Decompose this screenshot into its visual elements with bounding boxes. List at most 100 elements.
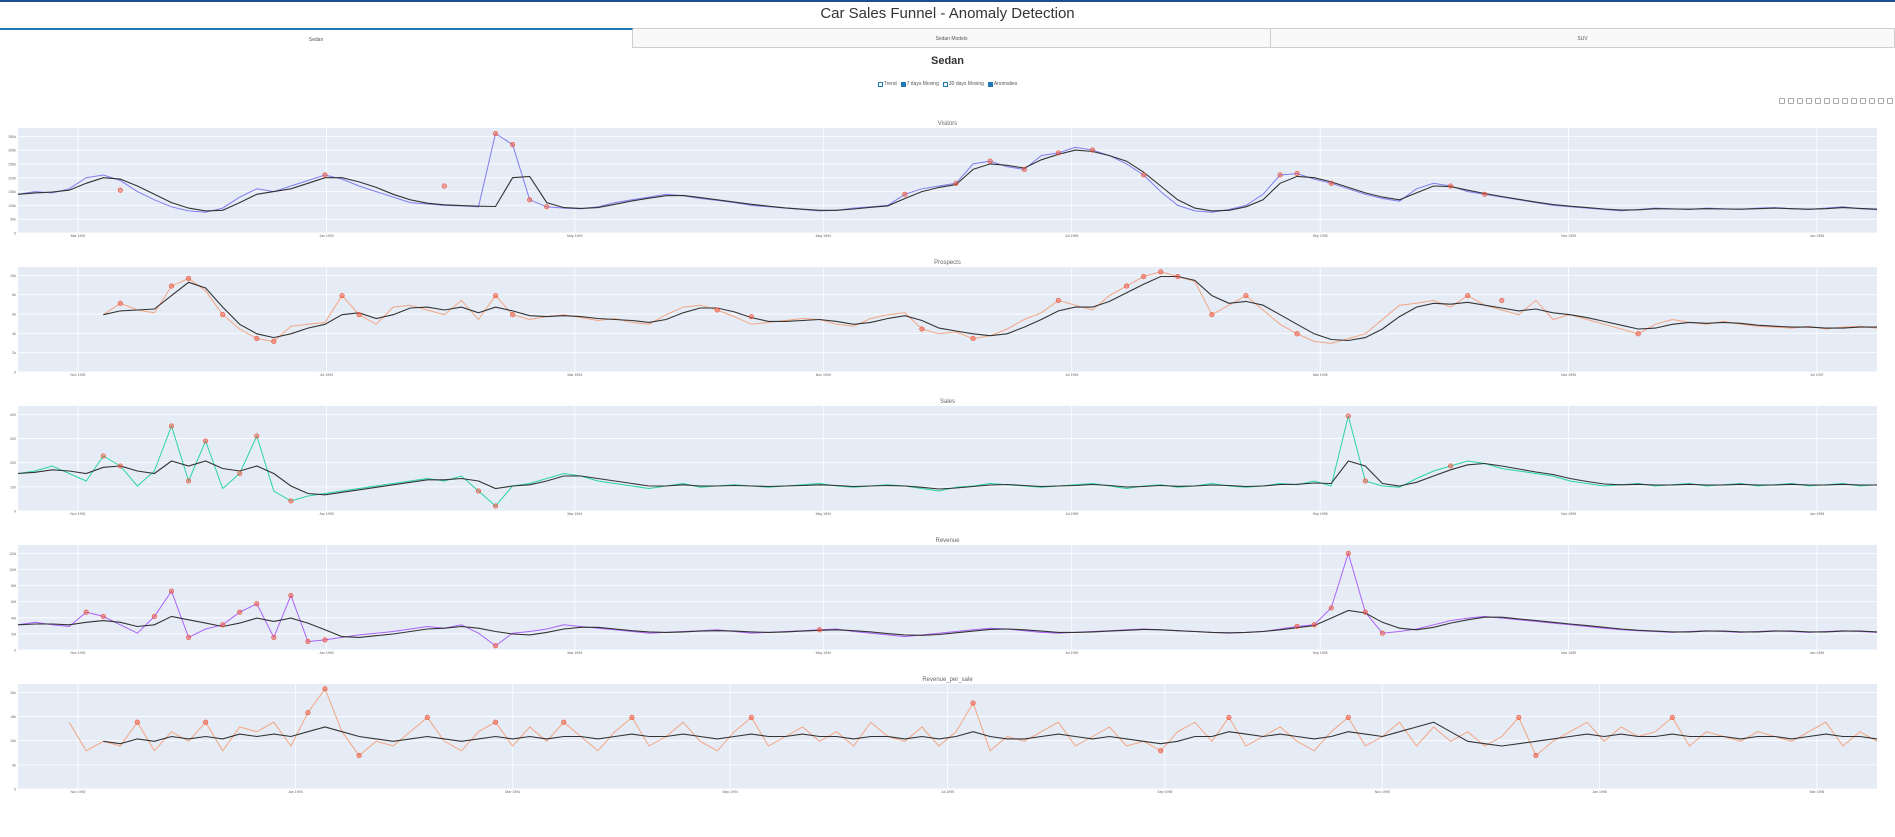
anomaly-point-prospects[interactable]	[1243, 293, 1249, 299]
anomaly-point-prospects[interactable]	[919, 326, 925, 332]
anomaly-point-visitors[interactable]	[1021, 166, 1027, 172]
anomaly-point-visitors[interactable]	[527, 197, 533, 203]
anomaly-point-revenue[interactable]	[237, 609, 243, 615]
anomaly-point-revenue-per-sale[interactable]	[1345, 714, 1351, 720]
anomaly-point-visitors[interactable]	[1448, 183, 1454, 189]
anomaly-point-revenue[interactable]	[492, 643, 499, 649]
anomaly-point-revenue-per-sale[interactable]	[561, 719, 567, 725]
plot-area-sales[interactable]	[18, 406, 1877, 511]
anomaly-point-prospects[interactable]	[1158, 269, 1164, 275]
autoscale-icon[interactable]	[1842, 98, 1848, 104]
anomaly-point-prospects[interactable]	[356, 312, 362, 318]
plotly-logo-icon[interactable]	[1887, 98, 1893, 104]
anomaly-point-prospects[interactable]	[714, 307, 720, 313]
series-line-revenue[interactable]	[17, 551, 1878, 647]
anomaly-point-revenue-per-sale[interactable]	[970, 700, 976, 706]
anomaly-point-sales[interactable]	[168, 423, 175, 429]
anomaly-point-prospects[interactable]	[1499, 297, 1505, 303]
anomaly-point-revenue-per-sale[interactable]	[424, 714, 430, 720]
anomaly-point-sales[interactable]	[186, 478, 192, 484]
anomaly-point-visitors[interactable]	[902, 191, 908, 197]
anomaly-point-revenue[interactable]	[305, 639, 311, 645]
box-select-icon[interactable]	[1806, 98, 1812, 104]
anomaly-point-revenue[interactable]	[817, 627, 823, 633]
anomaly-point-visitors[interactable]	[510, 142, 516, 148]
anomaly-point-revenue[interactable]	[1362, 609, 1368, 615]
anomaly-point-revenue[interactable]	[1345, 550, 1351, 556]
anomaly-point-revenue[interactable]	[1379, 630, 1385, 636]
anomaly-point-prospects[interactable]	[186, 275, 192, 282]
trend-checkbox[interactable]	[877, 81, 883, 87]
anomaly-point-revenue[interactable]	[83, 609, 89, 615]
anomaly-point-sales[interactable]	[475, 488, 482, 494]
anomaly-point-visitors[interactable]	[441, 183, 447, 189]
plot-area-prospects[interactable]	[18, 267, 1877, 372]
anomaly-point-revenue[interactable]	[100, 613, 106, 619]
anomaly-point-revenue-per-sale[interactable]	[322, 686, 328, 692]
anomaly-point-revenue-per-sale[interactable]	[305, 710, 311, 716]
anomaly-point-revenue-per-sale[interactable]	[1516, 714, 1522, 720]
anomaly-point-prospects[interactable]	[970, 336, 976, 342]
anomaly-point-prospects[interactable]	[1635, 331, 1641, 337]
anomaly-point-revenue[interactable]	[151, 613, 157, 619]
anomaly-point-revenue-per-sale[interactable]	[1226, 714, 1232, 720]
legend-item-30-days-moving[interactable]: 30 days Moving	[942, 81, 984, 87]
moving-average-line-revenue[interactable]	[17, 609, 1878, 638]
anomaly-point-visitors[interactable]	[1277, 172, 1283, 178]
anomaly-point-prospects[interactable]	[492, 293, 499, 299]
anomaly-point-revenue[interactable]	[1294, 623, 1300, 630]
anomaly-point-sales[interactable]	[117, 463, 123, 469]
hover-compare-icon[interactable]	[1878, 98, 1884, 104]
tab-suv[interactable]: SUV	[1271, 28, 1895, 48]
anomaly-point-revenue[interactable]	[168, 588, 175, 594]
anomaly-point-prospects[interactable]	[168, 283, 175, 289]
anomaly-point-revenue[interactable]	[288, 592, 294, 598]
anomaly-point-visitors[interactable]	[1328, 180, 1334, 186]
anomaly-point-prospects[interactable]	[1055, 297, 1061, 303]
anomaly-point-revenue[interactable]	[1311, 622, 1317, 628]
anomaly-point-revenue-per-sale[interactable]	[1669, 714, 1675, 720]
anomaly-point-sales[interactable]	[288, 498, 294, 504]
pan-icon[interactable]	[1797, 98, 1803, 104]
anomaly-point-revenue-per-sale[interactable]	[1158, 748, 1164, 754]
anomaly-point-prospects[interactable]	[1209, 312, 1215, 318]
anomaly-point-prospects[interactable]	[1141, 273, 1147, 280]
legend-item-anomalies[interactable]: Anomalies	[987, 81, 1017, 87]
hover-closest-icon[interactable]	[1869, 98, 1875, 104]
anomaly-point-sales[interactable]	[203, 438, 209, 444]
anomaly-point-visitors[interactable]	[1141, 172, 1147, 178]
anomaly-point-visitors[interactable]	[1482, 191, 1488, 197]
lasso-icon[interactable]	[1815, 98, 1821, 104]
anomaly-point-revenue[interactable]	[271, 634, 277, 640]
anomalies-checkbox[interactable]	[987, 81, 993, 87]
spike-lines-icon[interactable]	[1860, 98, 1866, 104]
moving-average-line-visitors[interactable]	[17, 149, 1878, 212]
anomaly-point-visitors[interactable]	[1089, 147, 1096, 153]
tab-sedan[interactable]: Sedan	[0, 28, 633, 48]
anomaly-point-sales[interactable]	[100, 453, 106, 459]
anomaly-point-prospects[interactable]	[117, 300, 123, 306]
30-days-moving-checkbox[interactable]	[942, 81, 948, 87]
anomaly-point-revenue-per-sale[interactable]	[629, 714, 635, 720]
anomaly-point-visitors[interactable]	[987, 158, 993, 164]
7-days-moving-checkbox[interactable]	[900, 81, 906, 87]
anomaly-point-prospects[interactable]	[271, 338, 277, 345]
reset-axes-icon[interactable]	[1851, 98, 1857, 104]
anomaly-point-visitors[interactable]	[544, 204, 550, 210]
zoom-out-icon[interactable]	[1833, 98, 1839, 104]
anomaly-point-revenue[interactable]	[322, 637, 328, 643]
series-line-visitors[interactable]	[17, 132, 1878, 213]
anomaly-point-prospects[interactable]	[1124, 283, 1130, 289]
anomaly-point-prospects[interactable]	[1175, 273, 1181, 280]
moving-average-line-prospects[interactable]	[103, 275, 1877, 342]
anomaly-point-sales[interactable]	[1345, 413, 1351, 419]
series-line-revenue-per-sale[interactable]	[68, 687, 1878, 757]
anomaly-point-prospects[interactable]	[220, 312, 226, 318]
anomaly-point-sales[interactable]	[1362, 478, 1368, 484]
anomaly-point-sales[interactable]	[1448, 463, 1454, 469]
anomaly-point-visitors[interactable]	[1055, 150, 1061, 156]
anomaly-point-prospects[interactable]	[510, 312, 516, 318]
camera-icon[interactable]	[1779, 98, 1785, 104]
anomaly-point-visitors[interactable]	[322, 172, 328, 178]
anomaly-point-visitors[interactable]	[492, 130, 499, 137]
